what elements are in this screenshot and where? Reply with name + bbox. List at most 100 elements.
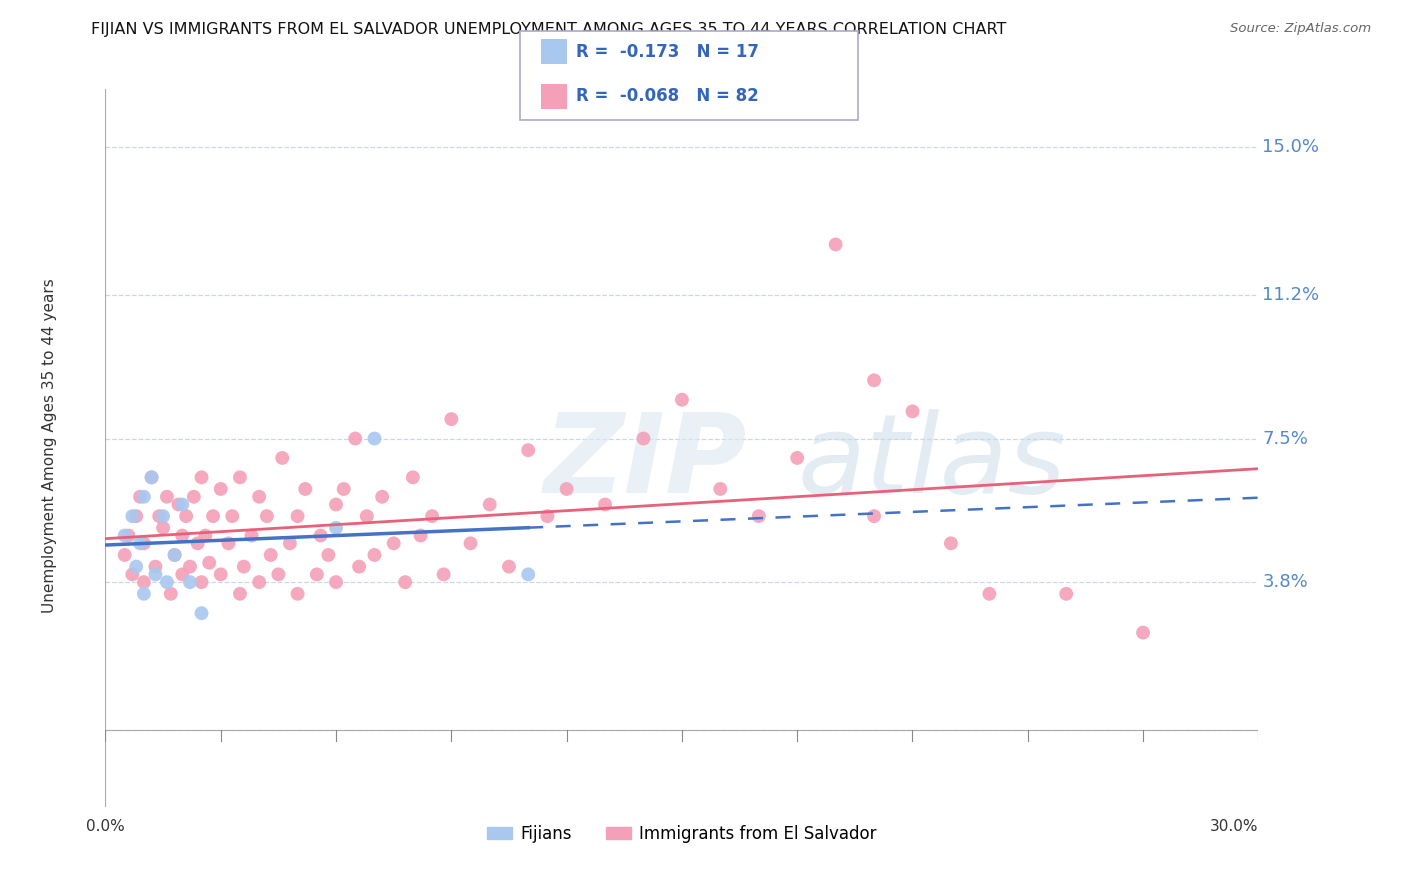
Point: [190, 606, 212, 620]
Text: atlas: atlas: [797, 409, 1066, 516]
Point: [167, 498, 190, 512]
Point: [198, 556, 221, 570]
Point: [132, 490, 155, 504]
Point: [979, 587, 1001, 601]
Point: [217, 536, 239, 550]
Point: [1132, 625, 1154, 640]
Point: [824, 237, 846, 252]
Point: [172, 528, 194, 542]
Text: 7.5%: 7.5%: [1263, 430, 1308, 448]
Point: [536, 509, 558, 524]
Point: [114, 528, 136, 542]
Point: [786, 450, 808, 465]
Point: [517, 443, 540, 458]
Point: [863, 509, 886, 524]
Point: [555, 482, 578, 496]
Text: 15.0%: 15.0%: [1263, 138, 1319, 156]
Legend: Fijians, Immigrants from El Salvador: Fijians, Immigrants from El Salvador: [481, 818, 883, 849]
Point: [332, 482, 354, 496]
Point: [172, 567, 194, 582]
Point: [132, 536, 155, 550]
Point: [939, 536, 962, 550]
Point: [114, 548, 136, 562]
Point: [593, 498, 616, 512]
Point: [229, 587, 252, 601]
Point: [163, 548, 186, 562]
Point: [229, 470, 252, 484]
Point: [145, 559, 167, 574]
Point: [420, 509, 443, 524]
Point: [460, 536, 482, 550]
Point: [183, 490, 205, 504]
Point: [194, 528, 217, 542]
Point: [247, 490, 270, 504]
Point: [152, 521, 174, 535]
Point: [498, 559, 520, 574]
Point: [129, 536, 152, 550]
Point: [409, 528, 432, 542]
Point: [152, 509, 174, 524]
Point: [287, 509, 309, 524]
Point: [132, 575, 155, 590]
Point: [356, 509, 378, 524]
Point: [221, 509, 243, 524]
Point: [440, 412, 463, 426]
Point: [179, 559, 201, 574]
Text: ZIP: ZIP: [544, 409, 747, 516]
Point: [402, 470, 425, 484]
Point: [247, 575, 270, 590]
Point: [125, 559, 148, 574]
Point: [318, 548, 340, 562]
Text: R =  -0.173   N = 17: R = -0.173 N = 17: [576, 43, 759, 61]
Point: [478, 498, 501, 512]
Point: [325, 521, 347, 535]
Point: [325, 498, 347, 512]
Point: [190, 470, 212, 484]
Point: [163, 548, 186, 562]
Point: [748, 509, 770, 524]
Point: [363, 432, 385, 446]
Point: [209, 567, 232, 582]
Point: [347, 559, 370, 574]
Point: [202, 509, 225, 524]
Point: [117, 528, 139, 542]
Point: [256, 509, 278, 524]
Point: [1054, 587, 1077, 601]
Text: 0.0%: 0.0%: [86, 819, 125, 834]
Point: [363, 548, 385, 562]
Text: 30.0%: 30.0%: [1211, 819, 1258, 834]
Point: [901, 404, 924, 418]
Point: [187, 536, 209, 550]
Point: [179, 575, 201, 590]
Point: [344, 432, 367, 446]
Point: [309, 528, 332, 542]
Point: [433, 567, 456, 582]
Point: [174, 509, 197, 524]
Point: [129, 490, 152, 504]
Point: [209, 482, 232, 496]
Point: [863, 373, 886, 387]
Point: [232, 559, 254, 574]
Text: FIJIAN VS IMMIGRANTS FROM EL SALVADOR UNEMPLOYMENT AMONG AGES 35 TO 44 YEARS COR: FIJIAN VS IMMIGRANTS FROM EL SALVADOR UN…: [91, 22, 1007, 37]
Point: [156, 490, 179, 504]
Point: [240, 528, 263, 542]
Point: [671, 392, 693, 407]
Point: [125, 509, 148, 524]
Point: [141, 470, 163, 484]
Point: [394, 575, 416, 590]
Point: [145, 567, 167, 582]
Point: [294, 482, 316, 496]
Point: [132, 587, 155, 601]
Point: [278, 536, 301, 550]
Text: Source: ZipAtlas.com: Source: ZipAtlas.com: [1230, 22, 1371, 36]
Point: [156, 575, 179, 590]
Text: Unemployment Among Ages 35 to 44 years: Unemployment Among Ages 35 to 44 years: [42, 278, 56, 614]
Point: [121, 567, 143, 582]
Text: 11.2%: 11.2%: [1263, 286, 1319, 304]
Point: [121, 509, 143, 524]
Point: [382, 536, 405, 550]
Point: [517, 567, 540, 582]
Point: [305, 567, 328, 582]
Point: [190, 575, 212, 590]
Point: [371, 490, 394, 504]
